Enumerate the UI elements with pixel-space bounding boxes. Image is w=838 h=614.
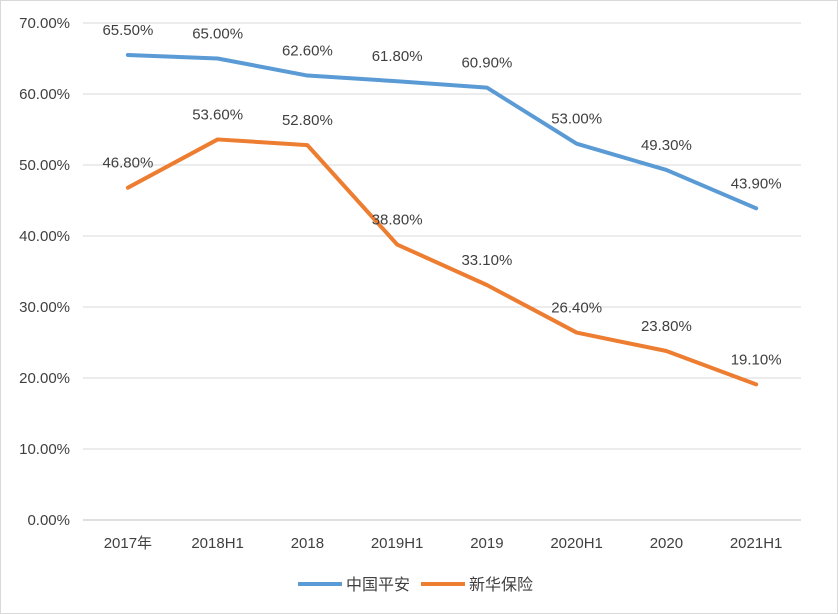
x-tick-label: 2018H1 xyxy=(191,535,244,552)
y-tick-label: 20.00% xyxy=(19,370,70,387)
data-point xyxy=(755,383,757,385)
data-point xyxy=(306,144,308,146)
legend: 中国平安 新华保险 xyxy=(298,576,533,594)
legend-entry-label: 中国平安 xyxy=(346,576,410,594)
data-point xyxy=(665,350,667,352)
axes: 0.00% 10.00% 20.00% 30.00% 40.00% 50.00% 60.00… xyxy=(19,15,782,552)
data-label: 23.80% xyxy=(641,318,692,335)
data-labels: 65.50% 65.00% 62.60% 61.80% 60.90% 53.00% 49.3… xyxy=(102,22,781,368)
y-tick-label: 40.00% xyxy=(19,228,70,245)
data-point xyxy=(576,143,578,145)
x-tick-label: 2021H1 xyxy=(730,535,783,552)
data-label: 33.10% xyxy=(461,252,512,269)
x-tick-label: 2018 xyxy=(291,535,324,552)
data-label: 49.30% xyxy=(641,137,692,154)
data-label: 61.80% xyxy=(372,48,423,65)
series-line-pingan xyxy=(125,52,759,211)
data-label: 43.90% xyxy=(731,175,782,192)
y-tick-label: 30.00% xyxy=(19,299,70,316)
y-tick-label: 60.00% xyxy=(19,86,70,103)
data-label: 62.60% xyxy=(282,43,333,60)
data-point xyxy=(396,244,398,246)
data-point xyxy=(486,284,488,286)
x-tick-label: 2019H1 xyxy=(371,535,424,552)
data-label: 60.90% xyxy=(461,55,512,72)
y-tick-label: 0.00% xyxy=(27,512,70,529)
legend-entry-label: 新华保险 xyxy=(469,576,533,594)
data-point xyxy=(306,75,308,77)
data-point xyxy=(127,54,129,56)
data-label: 19.10% xyxy=(731,351,782,368)
data-point xyxy=(486,87,488,89)
y-tick-label: 50.00% xyxy=(19,157,70,174)
x-tick-label: 2019 xyxy=(470,535,503,552)
data-label: 38.80% xyxy=(372,212,423,229)
series-lines xyxy=(125,52,759,387)
data-label: 26.40% xyxy=(551,300,602,317)
series-line-xinhua xyxy=(125,137,759,387)
data-point xyxy=(755,207,757,209)
data-point xyxy=(665,169,667,171)
x-tick-label: 2020 xyxy=(650,535,683,552)
data-label: 53.00% xyxy=(551,111,602,128)
data-point xyxy=(396,80,398,82)
y-tick-label: 70.00% xyxy=(19,15,70,32)
x-tick-label: 2020H1 xyxy=(550,535,603,552)
x-tick-label: 2017年 xyxy=(104,535,152,552)
data-label: 46.80% xyxy=(102,155,153,172)
data-label: 52.80% xyxy=(282,112,333,129)
data-point xyxy=(217,58,219,59)
y-tick-label: 10.00% xyxy=(19,441,70,458)
data-point xyxy=(576,332,578,334)
data-label: 65.50% xyxy=(102,22,153,39)
data-label: 53.60% xyxy=(192,106,243,123)
data-point xyxy=(217,138,219,140)
data-point xyxy=(127,187,129,189)
gridlines xyxy=(83,22,801,521)
data-label: 65.00% xyxy=(192,26,243,43)
